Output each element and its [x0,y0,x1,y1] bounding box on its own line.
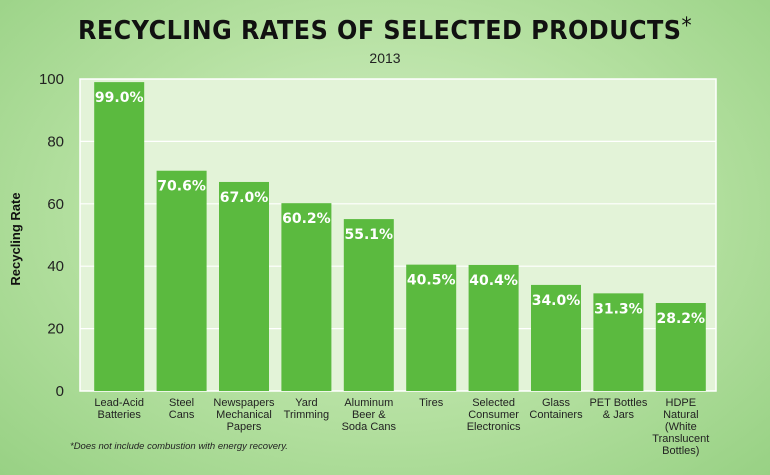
bar-value-label: 99.0% [95,90,144,106]
bar [531,284,581,391]
x-tick-label-line: Natural [663,409,698,421]
bar [406,264,457,391]
x-tick-label: Lead-Acid Batteries [94,397,144,421]
bar [156,170,207,391]
bar-value-label: 28.2% [657,311,706,327]
x-tick-label-line: Translucent [652,433,709,445]
x-tick-label-line: HDPE [666,397,697,409]
bar [343,219,394,391]
x-tick-label: Yard Trimming [284,397,329,421]
bar-value-label: 40.5% [407,273,456,289]
x-tick-label-line: Papers [227,421,262,433]
y-tick-label: 60 [47,196,64,213]
x-tick-label-line: (White [665,421,697,433]
x-tick-label-line: Bottles) [662,445,699,457]
x-tick-label-line: Electronics [467,421,521,433]
x-tick-label-line: Yard [295,397,317,409]
x-tick-label-line: Soda Cans [342,421,397,433]
x-tick-label: Aluminum Beer & Soda Cans [342,397,397,433]
bar-value-label: 34.0% [532,293,581,309]
bar [94,82,145,392]
bar-value-label: 40.4% [469,273,518,289]
y-tick-label: 40 [47,258,64,275]
x-tick-label-line: & Jars [603,409,635,421]
chart-title-text: RECYCLING RATES OF SELECTED PRODUCTS [77,16,682,46]
x-tick-label-line: Steel [169,397,194,409]
bar [655,303,706,391]
x-tick-label-line: Consumer [468,409,519,421]
bar [219,181,269,391]
x-tick-label-line: Batteries [97,409,141,421]
bar [281,203,332,391]
bar-value-label: 55.1% [345,227,394,243]
bar [593,293,644,391]
title-asterisk: * [681,14,693,39]
x-tick-label-line: Mechanical [216,409,272,421]
chart-title: RECYCLING RATES OF SELECTED PRODUCTS* [31,14,739,46]
x-tick-label: Newspapers Mechanical Papers [213,397,275,433]
x-tick-label-line: Cans [169,409,195,421]
x-tick-label: Steel Cans [169,397,195,421]
bar-value-label: 70.6% [157,179,206,195]
bar-value-label: 67.0% [220,190,269,206]
x-tick-label-line: Tires [419,397,444,409]
x-tick-label: Glass Containers [529,397,583,421]
bar-value-label: 31.3% [594,301,643,317]
x-tick-label-line: Containers [529,409,583,421]
x-tick-label: Selected Consumer Electronics [467,397,521,433]
chart-subtitle: 2013 [369,50,401,66]
bar-value-label: 60.2% [282,211,331,227]
y-tick-label: 100 [39,71,64,88]
x-tick-label-line: Newspapers [213,397,275,409]
y-tick-label: 20 [47,321,64,338]
x-tick-label-line: Lead-Acid [94,397,144,409]
bar [468,264,519,391]
x-tick-label: HDPE Natural (White Translucent Bottles) [652,397,709,457]
x-tick-label-line: Aluminum [344,397,393,409]
y-tick-label: 80 [47,133,64,150]
x-tick-label-line: PET Bottles [589,397,647,409]
x-tick-label-line: Glass [542,397,571,409]
x-tick-label-line: Trimming [284,409,329,421]
x-tick-label-line: Selected [472,397,515,409]
x-tick-label: Tires [419,397,444,409]
footnote: *Does not include combustion with energy… [70,441,288,452]
x-tick-label-line: Beer & [352,409,386,421]
x-tick-label: PET Bottles & Jars [589,397,647,421]
y-tick-label: 0 [56,383,64,400]
